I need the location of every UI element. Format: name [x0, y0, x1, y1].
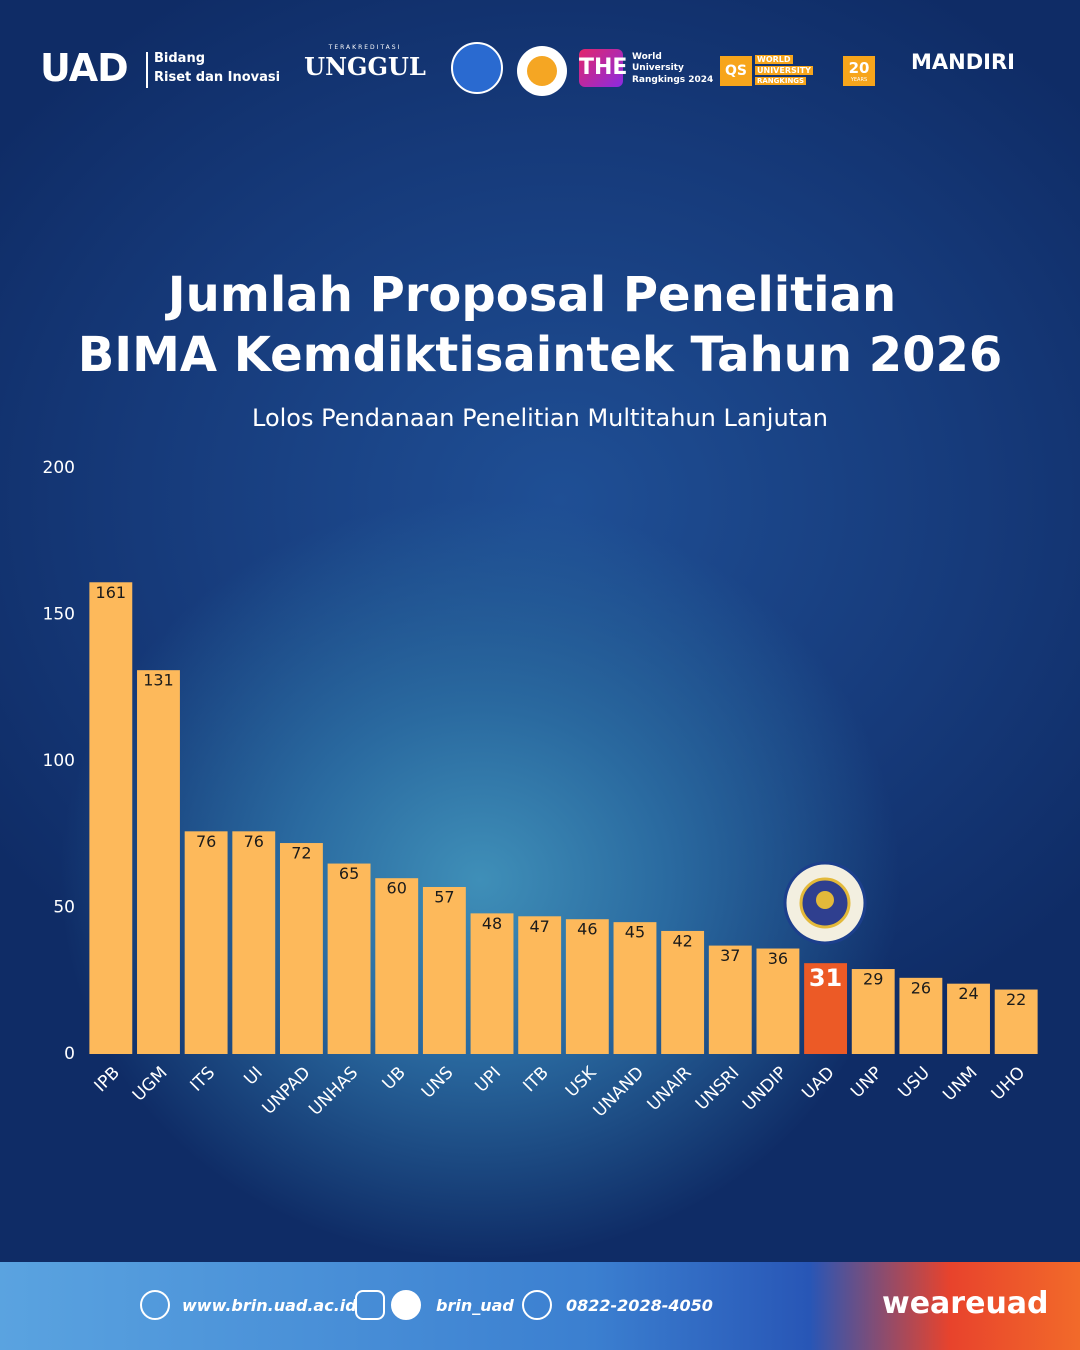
- data-label: 131: [143, 671, 174, 690]
- social: brin_uad: [436, 1296, 514, 1315]
- mandiri: MANDIRI: [911, 50, 1015, 74]
- y-tick-label: 0: [64, 1044, 75, 1064]
- data-label: 72: [291, 844, 311, 863]
- bar: [470, 913, 514, 1054]
- the-text: University: [632, 63, 684, 73]
- unit-line: Bidang: [154, 51, 206, 66]
- web-icon: [140, 1290, 170, 1320]
- uad-emblem: [783, 861, 867, 945]
- bar: [756, 948, 800, 1054]
- bar: [899, 977, 943, 1054]
- phone-icon: [522, 1290, 552, 1320]
- x-tick-label: UGM: [129, 1063, 172, 1106]
- tagline: weareuad: [882, 1286, 1049, 1321]
- x-tick-label: UNS: [418, 1063, 458, 1103]
- bar: [947, 983, 990, 1054]
- data-label: 48: [482, 914, 502, 933]
- qs-text: WORLD: [755, 55, 793, 64]
- bar: [613, 922, 657, 1054]
- phone: 0822-2028-4050: [566, 1296, 713, 1315]
- qs-years-caption: YEARS: [850, 77, 868, 83]
- unit-line: Riset dan Inovasi: [154, 70, 281, 85]
- data-label: 37: [720, 946, 740, 965]
- x-tick-label: UNHAS: [305, 1063, 362, 1120]
- bar: [279, 843, 323, 1054]
- x-tick-label: ITB: [519, 1063, 552, 1096]
- bar: [661, 930, 705, 1054]
- qs-logo: QS: [720, 56, 752, 86]
- x-tick-label: IPB: [91, 1063, 124, 1096]
- data-label: 57: [434, 887, 454, 906]
- data-label: 47: [529, 917, 549, 936]
- accreditation: UNGGUL: [304, 52, 426, 81]
- x-tick-label: UNM: [939, 1063, 981, 1105]
- y-tick-label: 100: [43, 751, 75, 771]
- data-label: 76: [244, 832, 264, 851]
- x-tick-label: UB: [379, 1063, 410, 1094]
- bar: [327, 863, 371, 1054]
- bar: [89, 582, 133, 1054]
- x-tick-label: UNDIP: [739, 1063, 791, 1115]
- data-label: 26: [911, 978, 931, 997]
- x-tick-label: USK: [562, 1062, 601, 1101]
- footer: www.brin.uad.ac.id brin_uad 0822-2028-40…: [0, 1262, 1080, 1350]
- qs-text: RANGKINGS: [755, 77, 807, 85]
- x-tick-label: UI: [240, 1063, 266, 1089]
- bar: [804, 963, 848, 1054]
- bar: [137, 670, 180, 1054]
- x-tick-label: UNP: [847, 1063, 886, 1102]
- bar: [708, 945, 752, 1054]
- chart-subtitle: Lolos Pendanaan Penelitian Multitahun La…: [252, 404, 828, 432]
- bar: [994, 989, 1038, 1054]
- x-tick-label: UNAND: [590, 1063, 648, 1121]
- bar: [232, 831, 276, 1054]
- data-label: 42: [672, 931, 692, 950]
- bar: [565, 919, 609, 1054]
- diktisaintek-logo: [527, 56, 557, 86]
- brand-logo: UAD: [40, 46, 129, 90]
- data-label: 29: [863, 970, 883, 989]
- x-tick-label: UPI: [471, 1063, 505, 1097]
- y-tick-label: 200: [43, 458, 75, 478]
- bar: [851, 969, 895, 1054]
- divider: [146, 52, 148, 88]
- x-tick-label: USU: [895, 1063, 934, 1102]
- bar: [184, 831, 228, 1054]
- y-tick-label: 50: [53, 898, 75, 918]
- chart: Jumlah Proposal Penelitian BIMA Kemdikti…: [43, 267, 1038, 1121]
- x-tick-label: UAD: [798, 1063, 838, 1103]
- bar: [422, 886, 466, 1054]
- data-label: 46: [577, 920, 597, 939]
- data-label: 31: [809, 964, 842, 992]
- data-label: 45: [625, 923, 645, 942]
- data-label: 36: [768, 949, 788, 968]
- qs-years: 20: [843, 56, 875, 86]
- qs-text: UNIVERSITY: [755, 66, 813, 75]
- chart-title: Jumlah Proposal Penelitian: [165, 267, 896, 323]
- ministry-logo: [451, 42, 503, 94]
- accreditation-caption: TERAKREDITASI: [328, 44, 402, 51]
- x-tick-label: UNPAD: [259, 1063, 315, 1119]
- y-tick-label: 150: [43, 605, 75, 625]
- bar: [375, 878, 419, 1054]
- x-tick-label: ITS: [187, 1063, 220, 1096]
- the-logo: THE: [579, 49, 627, 87]
- data-label: 161: [96, 583, 127, 602]
- instagram-icon: [355, 1290, 385, 1320]
- data-label: 76: [196, 832, 216, 851]
- data-label: 65: [339, 864, 359, 883]
- data-label: 60: [387, 879, 407, 898]
- website: www.brin.uad.ac.id: [182, 1296, 357, 1315]
- x-tick-label: UNAIR: [644, 1063, 696, 1115]
- x-tick-label: UNSRI: [692, 1063, 743, 1114]
- x-tick-label: UHO: [988, 1063, 1029, 1104]
- chart-title: BIMA Kemdiktisaintek Tahun 2026: [78, 327, 1003, 383]
- data-label: 24: [958, 984, 978, 1003]
- bar: [518, 916, 562, 1054]
- facebook-icon: [391, 1290, 421, 1320]
- the-text: Rangkings 2024: [632, 75, 714, 85]
- the-text: World: [632, 52, 662, 62]
- data-label: 22: [1006, 990, 1026, 1009]
